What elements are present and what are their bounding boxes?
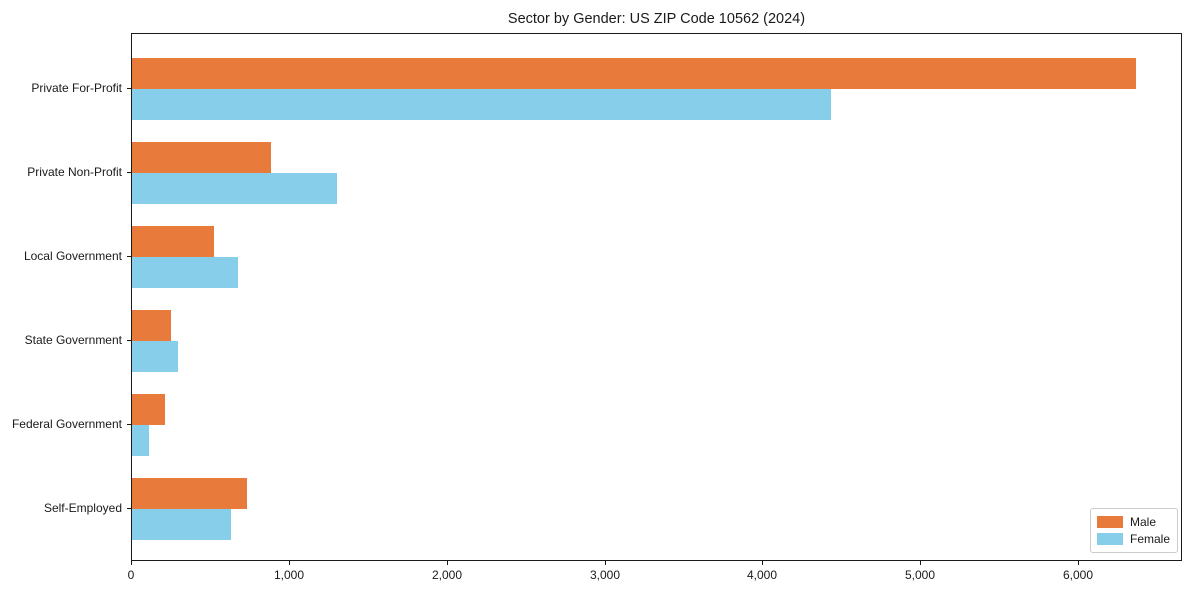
x-tick-label-1000: 1,000	[273, 568, 305, 582]
x-tick-mark-0	[131, 561, 132, 565]
x-tick-label-2000: 2,000	[431, 568, 463, 582]
x-tick-mark-2000	[447, 561, 448, 565]
y-tick-mark-self-employed	[127, 508, 131, 509]
bar-female-self-employed	[132, 509, 231, 540]
y-category-label-private-for-profit: Private For-Profit	[31, 81, 122, 95]
plot-area	[131, 33, 1182, 561]
y-tick-mark-federal-government	[127, 424, 131, 425]
x-tick-mark-6000	[1078, 561, 1079, 565]
legend-label-female: Female	[1130, 532, 1171, 546]
y-tick-mark-private-non-profit	[127, 172, 131, 173]
y-category-label-state-government: State Government	[24, 333, 122, 347]
x-tick-mark-3000	[605, 561, 606, 565]
bar-female-state-government	[132, 341, 178, 372]
y-category-label-local-government: Local Government	[23, 249, 122, 263]
y-tick-mark-local-government	[127, 256, 131, 257]
x-tick-label-0: 0	[127, 568, 135, 582]
bar-female-private-for-profit	[132, 89, 831, 120]
x-tick-label-5000: 5,000	[904, 568, 936, 582]
legend-entry-female: Female	[1097, 532, 1171, 546]
bar-male-state-government	[132, 310, 171, 341]
x-tick-label-3000: 3,000	[589, 568, 621, 582]
bar-male-private-non-profit	[132, 142, 271, 173]
bar-female-private-non-profit	[132, 173, 337, 204]
bar-male-self-employed	[132, 478, 247, 509]
bar-male-local-government	[132, 226, 214, 257]
chart-title: Sector by Gender: US ZIP Code 10562 (202…	[507, 11, 806, 27]
x-tick-mark-1000	[289, 561, 290, 565]
y-category-label-self-employed: Self-Employed	[43, 501, 122, 515]
y-category-label-private-non-profit: Private Non-Profit	[27, 165, 122, 179]
legend-label-male: Male	[1130, 515, 1157, 529]
bar-female-federal-government	[132, 425, 149, 456]
y-category-label-federal-government: Federal Government	[11, 417, 122, 431]
bar-female-local-government	[132, 257, 238, 288]
y-tick-mark-private-for-profit	[127, 88, 131, 89]
y-tick-mark-state-government	[127, 340, 131, 341]
x-tick-label-4000: 4,000	[746, 568, 778, 582]
x-tick-mark-5000	[920, 561, 921, 565]
x-tick-mark-4000	[762, 561, 763, 565]
legend-swatch-female	[1097, 533, 1123, 545]
bar-male-private-for-profit	[132, 58, 1136, 89]
legend-entry-male: Male	[1097, 515, 1171, 529]
legend: Male Female	[1090, 508, 1178, 553]
legend-swatch-male	[1097, 516, 1123, 528]
bar-male-federal-government	[132, 394, 165, 425]
x-tick-label-6000: 6,000	[1062, 568, 1094, 582]
